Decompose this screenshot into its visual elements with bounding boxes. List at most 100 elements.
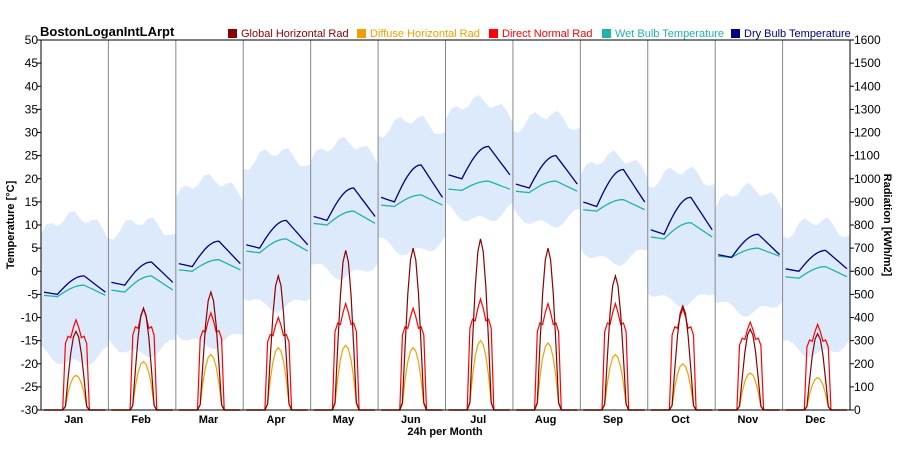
temperature-band-aug xyxy=(512,110,581,228)
dry-bulb-temperature-line-may xyxy=(313,187,376,222)
dry-bulb-temperature-line-aug xyxy=(515,154,578,189)
left-tick-label: -25 xyxy=(21,380,39,394)
legend: Global Horizontal Rad Diffuse Horizontal… xyxy=(228,28,851,40)
wet-bulb-temperature-line-oct xyxy=(650,222,713,240)
legend-label: Diffuse Horizontal Rad xyxy=(370,28,480,40)
legend-swatch xyxy=(228,29,237,38)
month-label-may: May xyxy=(333,414,355,426)
month-label-dec: Dec xyxy=(805,414,825,426)
wet-bulb-temperature-line-jan xyxy=(43,284,106,298)
month-label-nov: Nov xyxy=(737,414,759,426)
temperature-band-apr xyxy=(243,148,311,313)
right-tick-label: 700 xyxy=(854,241,874,255)
left-tick-label: -15 xyxy=(21,334,39,348)
wet-bulb-temperature-line-sep xyxy=(583,198,646,212)
left-tick-label: 50 xyxy=(25,33,39,47)
left-tick-label: 5 xyxy=(31,241,38,255)
legend-swatch xyxy=(357,29,366,38)
right-tick-label: 1500 xyxy=(854,56,881,70)
left-tick-label: -10 xyxy=(21,311,39,325)
left-tick-label: 15 xyxy=(25,195,39,209)
right-tick-label: 1600 xyxy=(854,33,881,47)
temperature-band-layer xyxy=(41,95,850,366)
right-axis-ticks: 0 100 200 300 400 500 600 700 800 900 1000 1100 1200… xyxy=(850,33,881,417)
temperature-band-dec xyxy=(782,217,850,358)
legend-swatch xyxy=(602,29,611,38)
legend-item-global-horizontal-rad: Global Horizontal Rad xyxy=(228,28,349,40)
left-tick-label: 40 xyxy=(25,79,39,93)
left-axis-ticks: -30 -25 -20 -15 -10 -5 0 5 10 15 20 25 30 35 40 45 50 xyxy=(21,33,41,417)
month-label-jul: Jul xyxy=(470,414,486,426)
right-tick-label: 1300 xyxy=(854,102,881,116)
right-axis-title: Radiation [kWh/m2] xyxy=(881,174,893,277)
wet-bulb-temperature-line-feb xyxy=(111,275,174,293)
right-tick-label: 1000 xyxy=(854,172,881,186)
temperature-band-oct xyxy=(647,166,716,309)
left-tick-label: -30 xyxy=(21,403,39,417)
month-label-oct: Oct xyxy=(671,414,690,426)
dry-bulb-temperature-line-jun xyxy=(380,164,444,203)
left-axis-title: Temperature [°C] xyxy=(5,180,17,269)
right-tick-label: 400 xyxy=(854,311,874,325)
dry-bulb-temperature-line-sep xyxy=(583,168,646,208)
right-tick-label: 1400 xyxy=(854,79,881,93)
wet-bulb-temperature-line-jun xyxy=(381,194,443,208)
right-tick-label: 1100 xyxy=(854,149,880,163)
left-tick-label: -20 xyxy=(21,357,39,371)
legend-label: Direct Normal Rad xyxy=(502,28,592,40)
left-tick-label: 0 xyxy=(31,264,38,278)
dry-bulb-temperature-line-apr xyxy=(246,219,309,249)
right-tick-label: 900 xyxy=(854,195,874,209)
left-tick-label: 10 xyxy=(25,218,39,232)
right-tick-label: 300 xyxy=(854,334,874,348)
month-label-apr: Apr xyxy=(266,414,286,426)
left-tick-label: 30 xyxy=(25,126,39,140)
chart-title: BostonLoganIntLArpt xyxy=(40,24,175,39)
wet-bulb-temperature-line-dec xyxy=(785,265,848,279)
right-tick-label: 0 xyxy=(854,403,861,417)
right-tick-label: 200 xyxy=(854,357,874,371)
legend-label: Wet Bulb Temperature xyxy=(615,28,724,40)
month-label-mar: Mar xyxy=(199,414,219,426)
wet-bulb-temperature-line-may xyxy=(313,210,376,226)
month-label-sep: Sep xyxy=(603,414,623,426)
legend-item-wet-bulb-temperature: Wet Bulb Temperature xyxy=(602,28,724,40)
month-label-jun: Jun xyxy=(401,414,421,426)
right-tick-label: 1200 xyxy=(854,126,881,140)
dry-bulb-temperature-line-jul xyxy=(448,145,511,180)
right-tick-label: 600 xyxy=(854,264,874,278)
month-labels: Jan Feb Mar Apr May Jun Jul Aug Sep Oct Nov Dec xyxy=(64,414,825,426)
legend-item-dry-bulb-temperature: Dry Bulb Temperature xyxy=(731,28,851,40)
legend-swatch xyxy=(489,29,498,38)
legend-item-direct-normal-rad: Direct Normal Rad xyxy=(489,28,592,40)
right-tick-label: 500 xyxy=(854,287,874,301)
left-tick-label: 35 xyxy=(25,102,39,116)
right-tick-label: 100 xyxy=(854,380,874,394)
temperature-band-jan xyxy=(41,211,109,366)
left-tick-label: 20 xyxy=(25,172,39,186)
temperature-band-may xyxy=(310,136,379,280)
legend-item-diffuse-horizontal-rad: Diffuse Horizontal Rad xyxy=(357,28,480,40)
wet-bulb-temperature-line-jul xyxy=(448,180,511,191)
legend-label: Dry Bulb Temperature xyxy=(744,28,851,40)
wet-bulb-temperature-line-apr xyxy=(246,238,309,254)
month-label-feb: Feb xyxy=(131,414,151,426)
wet-bulb-temperature-line-mar xyxy=(178,259,241,272)
dry-bulb-temperature-line-dec xyxy=(785,249,848,273)
dry-bulb-temperature-line-jan xyxy=(43,275,106,296)
legend-label: Global Horizontal Rad xyxy=(241,28,349,40)
right-tick-label: 800 xyxy=(854,218,874,232)
temperature-band-feb xyxy=(108,217,176,358)
dry-bulb-temperature-line-oct xyxy=(650,196,713,236)
temperature-band-sep xyxy=(580,150,648,267)
dry-bulb-temperature-line-feb xyxy=(111,261,174,286)
month-label-jan: Jan xyxy=(64,414,83,426)
wet-bulb-temperature-line-aug xyxy=(515,180,578,194)
left-tick-label: 25 xyxy=(25,149,39,163)
month-label-aug: Aug xyxy=(535,414,556,426)
x-axis-title: 24h per Month xyxy=(407,426,482,438)
dry-bulb-temperature-line-nov xyxy=(718,233,781,259)
left-tick-label: 45 xyxy=(25,56,39,70)
grid-layer xyxy=(107,40,784,410)
